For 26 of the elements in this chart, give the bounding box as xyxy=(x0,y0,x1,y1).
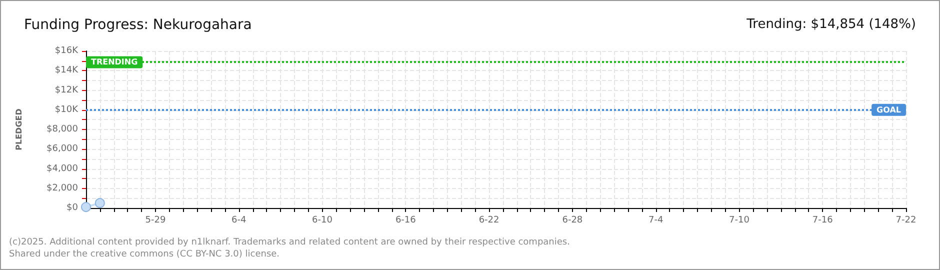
y-tick-label: $8,000 xyxy=(46,124,78,134)
x-tick-label: 7-10 xyxy=(729,216,750,226)
y-axis-title: PLEDGED xyxy=(14,108,24,150)
x-tick-label: 7-22 xyxy=(896,216,916,226)
x-tick-label: 7-4 xyxy=(648,216,664,226)
y-tick-label: $4,000 xyxy=(46,164,78,174)
x-tick-label: 6-4 xyxy=(232,216,247,226)
y-tick-label: $16K xyxy=(54,46,80,56)
y-tick-label: $6,000 xyxy=(46,144,78,154)
x-tick-label: 6-16 xyxy=(395,216,416,226)
x-tick-label: 5-29 xyxy=(145,216,166,226)
x-tick-label: 6-28 xyxy=(562,216,583,226)
text: (c)2025. Additional content provided by n1lknarf. Trademarks and related content are owned by their respective companies. xyxy=(9,238,570,248)
text: Shared under the creative commons (CC BY-NC 3.0) license. xyxy=(9,250,280,260)
y-tick-label: $2,000 xyxy=(46,183,78,194)
x-tick-label: 6-10 xyxy=(312,216,333,226)
ref-line-label: TRENDING xyxy=(91,58,138,67)
chart-title: Funding Progress: Nekurogahara xyxy=(24,17,252,33)
y-tick-label: $12K xyxy=(54,85,80,96)
x-tick-label: 6-22 xyxy=(478,216,500,226)
x-tick-label: 7-16 xyxy=(812,216,834,226)
y-tick-label: $14K xyxy=(54,66,80,76)
y-tick-label: $0 xyxy=(66,203,78,213)
chart-subtitle: Trending: $14,854 (148%) xyxy=(746,17,916,32)
ref-line-label: GOAL xyxy=(876,105,901,114)
y-tick-label: $10K xyxy=(54,104,80,115)
